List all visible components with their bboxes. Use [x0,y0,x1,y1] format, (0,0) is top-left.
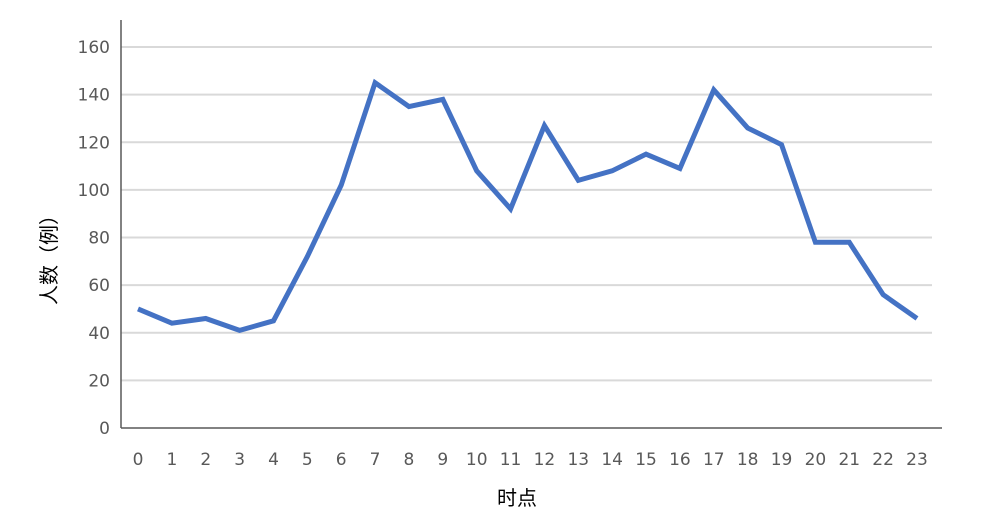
x-tick-label: 4 [268,450,279,470]
x-tick-label: 11 [500,450,522,470]
y-tick-label: 80 [88,229,110,249]
x-tick-label: 6 [336,450,347,470]
y-tick-label: 20 [88,371,110,391]
x-tick-label: 16 [669,450,691,470]
x-tick-label: 17 [703,450,725,470]
x-tick-label: 0 [133,450,144,470]
x-tick-label: 13 [567,450,589,470]
x-tick-label: 8 [404,450,415,470]
x-tick-label: 10 [466,450,488,470]
y-axis-label: 人数（例） [37,205,61,305]
x-tick-label: 1 [166,450,177,470]
x-tick-label: 2 [200,450,211,470]
x-tick-label: 22 [872,450,894,470]
x-tick-label: 23 [906,450,928,470]
x-tick-label: 19 [771,450,793,470]
x-tick-label: 15 [635,450,657,470]
series-line [138,83,917,331]
x-tick-label: 18 [737,450,759,470]
x-tick-label: 7 [370,450,381,470]
x-tick-label: 20 [805,450,827,470]
y-tick-label: 140 [78,86,110,106]
x-tick-label: 5 [302,450,313,470]
x-axis-label: 时点 [497,486,537,510]
y-tick-label: 60 [88,276,110,296]
x-tick-label: 12 [534,450,556,470]
y-tick-label: 100 [78,181,110,201]
y-tick-label: 120 [78,133,110,153]
x-tick-label: 14 [601,450,623,470]
x-tick-label: 9 [437,450,448,470]
x-tick-label: 3 [234,450,245,470]
y-tick-label: 160 [78,38,110,58]
y-tick-label: 0 [99,419,110,439]
y-tick-label: 40 [88,324,110,344]
x-tick-label: 21 [838,450,860,470]
